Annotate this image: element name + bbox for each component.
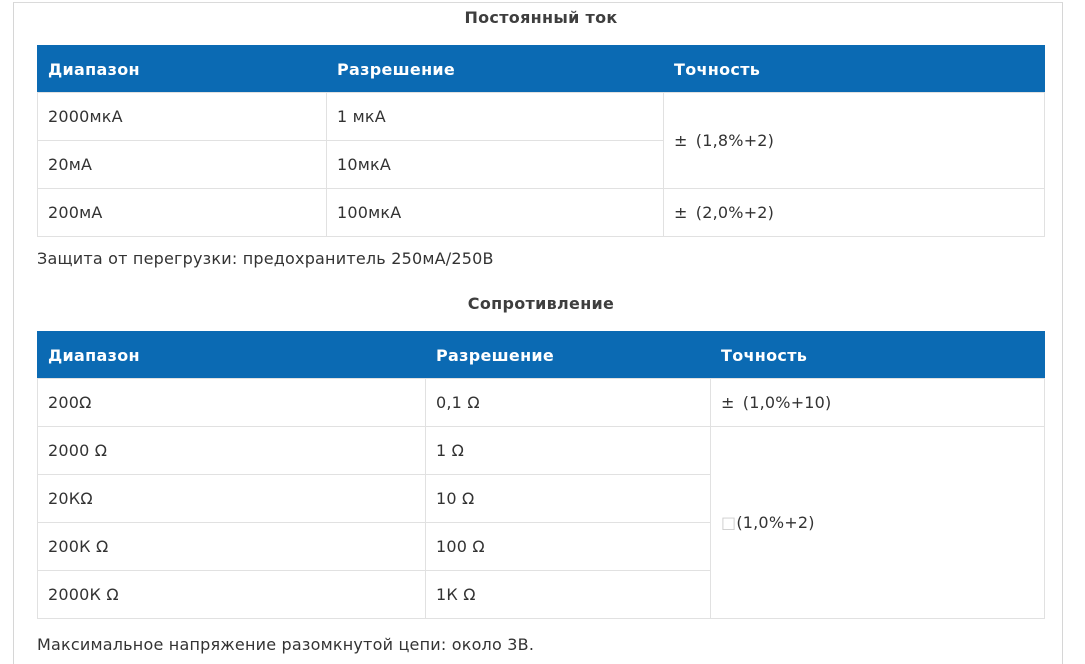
resolution-cell: 10мкА	[326, 140, 664, 189]
range-cell: 20КΩ	[37, 474, 426, 523]
resistance-section-title: Сопротивление	[467, 294, 615, 313]
accuracy-cell-merged: ± (1,8%+2)	[663, 92, 1045, 189]
range-cell: 2000 Ω	[37, 426, 426, 475]
range-cell: 20мА	[37, 140, 327, 189]
resolution-cell: 100 Ω	[425, 522, 711, 571]
dc-table: Диапазон Разрешение Точность 2000мкА 1 м…	[37, 45, 1045, 237]
table-row: 2000 Ω 1 Ω □(1,0%+2)	[37, 426, 1045, 619]
table-row: 20КΩ 10 Ω	[37, 474, 1045, 523]
dc-header-row: Диапазон Разрешение Точность	[37, 45, 1045, 93]
accuracy-cell-merged: □(1,0%+2)	[710, 426, 1045, 619]
table-row: 200К Ω 100 Ω	[37, 522, 1045, 571]
range-cell: 200мА	[37, 188, 327, 237]
dc-column-header-range: Диапазон	[37, 45, 327, 93]
resolution-cell: 1 Ω	[425, 426, 711, 475]
range-cell: 200К Ω	[37, 522, 426, 571]
dc-column-header-accuracy: Точность	[663, 45, 1045, 93]
table-row: 20мА 10мкА	[37, 140, 1045, 189]
resolution-cell: 1 мкА	[326, 92, 664, 141]
page-container: Постоянный ток Диапазон Разрешение Точно…	[13, 2, 1063, 664]
resistance-column-header-range: Диапазон	[37, 331, 426, 379]
accuracy-cell: ± (1,0%+10)	[710, 378, 1045, 427]
accuracy-value: (1,0%+2)	[736, 513, 815, 532]
resolution-cell: 0,1 Ω	[425, 378, 711, 427]
resistance-voltage-note: Максимальное напряжение разомкнутой цепи…	[37, 635, 535, 654]
table-row: 2000К Ω 1К Ω	[37, 570, 1045, 619]
dc-column-header-resolution: Разрешение	[326, 45, 664, 93]
resistance-table: Диапазон Разрешение Точность 200Ω 0,1 Ω …	[37, 331, 1045, 619]
range-cell: 200Ω	[37, 378, 426, 427]
range-cell: 2000К Ω	[37, 570, 426, 619]
resistance-column-header-resolution: Разрешение	[425, 331, 711, 379]
accuracy-cell: ± (2,0%+2)	[663, 188, 1045, 237]
missing-glyph-box: □	[721, 513, 737, 532]
dc-overload-note: Защита от перегрузки: предохранитель 250…	[37, 249, 494, 268]
table-row: 200Ω 0,1 Ω ± (1,0%+10)	[37, 378, 1045, 427]
resolution-cell: 10 Ω	[425, 474, 711, 523]
resistance-header-row: Диапазон Разрешение Точность	[37, 331, 1045, 379]
table-row: 2000мкА 1 мкА ± (1,8%+2)	[37, 92, 1045, 189]
table-row: 200мА 100мкА ± (2,0%+2)	[37, 188, 1045, 237]
range-cell: 2000мкА	[37, 92, 327, 141]
resistance-column-header-accuracy: Точность	[710, 331, 1045, 379]
dc-section-title: Постоянный ток	[464, 8, 618, 27]
resolution-cell: 1К Ω	[425, 570, 711, 619]
resolution-cell: 100мкА	[326, 188, 664, 237]
